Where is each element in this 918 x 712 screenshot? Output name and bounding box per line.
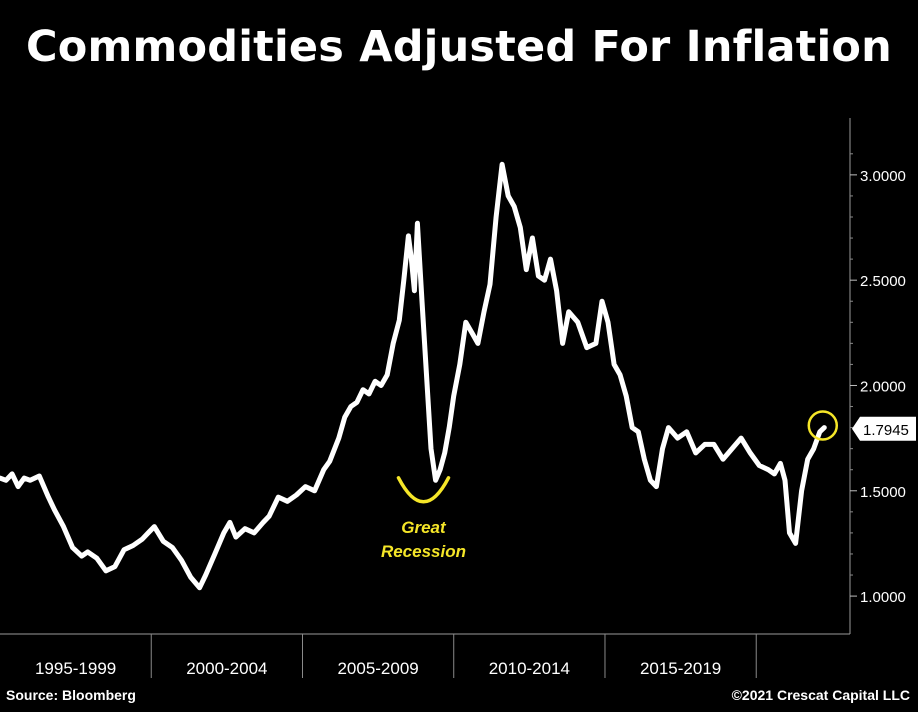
plot-area bbox=[0, 161, 827, 591]
chart-title: Commodities Adjusted For Inflation bbox=[26, 22, 892, 72]
y-tick-label: 2.5000 bbox=[860, 273, 906, 290]
x-axis: 1995-1999 2000-2004 2005-2009 2010-2014 2015… bbox=[0, 633, 850, 678]
y-axis: 1.0000 1.5000 2.0000 2.5000 3.0000 1.7945 bbox=[849, 118, 916, 634]
x-period-label: 2000-2004 bbox=[186, 659, 267, 678]
x-period-label: 2005-2009 bbox=[337, 659, 418, 678]
last-value-tag bbox=[852, 416, 916, 441]
source-note: Source: Bloomberg bbox=[6, 687, 136, 703]
annotations: Great Recession bbox=[381, 410, 839, 561]
annotation-text: Great bbox=[401, 518, 447, 537]
series-line bbox=[0, 161, 827, 591]
last-value-label: 1.7945 bbox=[863, 422, 909, 439]
annotation-text: Recession bbox=[381, 542, 466, 561]
y-tick-label: 1.0000 bbox=[860, 589, 906, 606]
y-tick-label: 1.5000 bbox=[860, 484, 906, 501]
x-period-label: 1995-1999 bbox=[35, 659, 116, 678]
y-tick-label: 2.0000 bbox=[860, 378, 906, 395]
copyright-note: ©2021 Crescat Capital LLC bbox=[731, 687, 910, 703]
x-period-label: 2015-2019 bbox=[640, 659, 721, 678]
x-period-label: 2010-2014 bbox=[489, 659, 570, 678]
recession-bracket bbox=[396, 476, 451, 504]
y-tick-label: 3.0000 bbox=[860, 168, 906, 185]
highlight-circle bbox=[807, 410, 839, 441]
